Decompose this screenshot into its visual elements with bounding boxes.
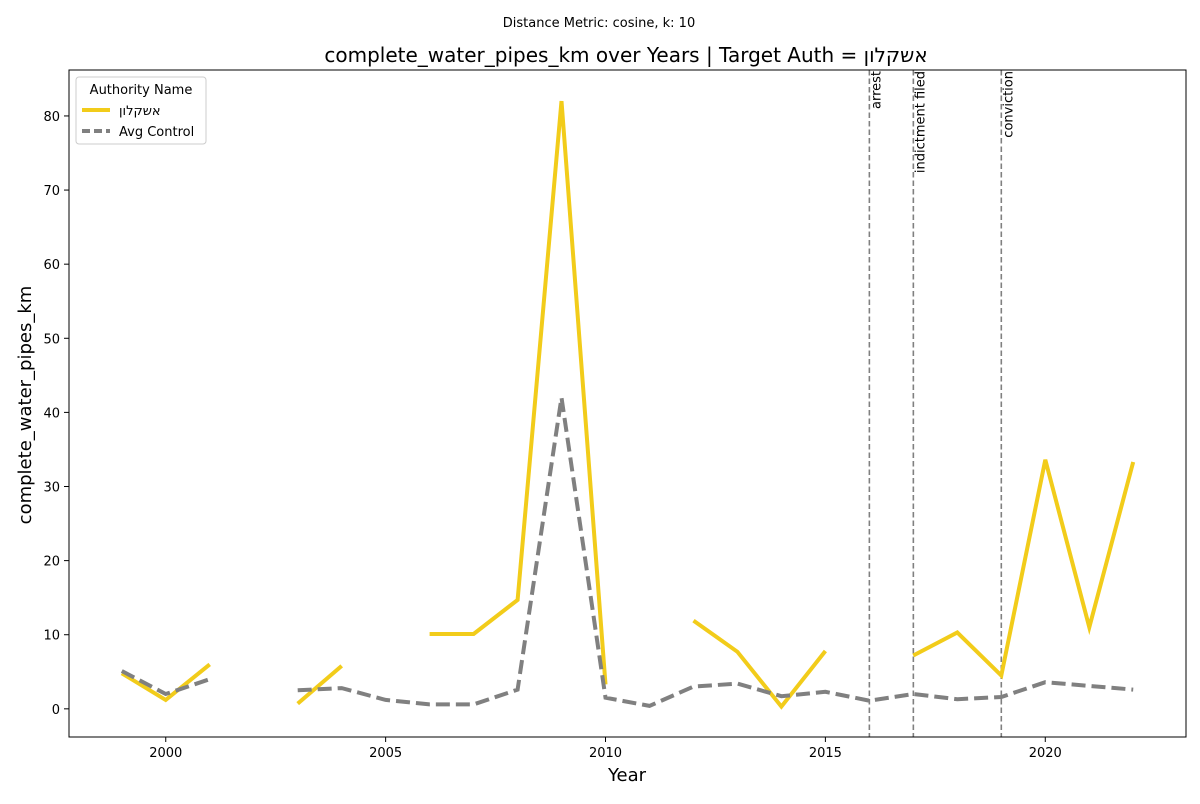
series-1-line-segment-0 [120,669,211,697]
y-tick-label-6: 60 [43,258,60,273]
legend-entry-0: אשקלון [119,104,161,119]
y-tick-label-1: 10 [43,629,60,644]
x-tick-label-4: 2020 [1029,746,1062,761]
chart-suptitle: Distance Metric: cosine, k: 10 [503,16,695,31]
series-0-line-segment-0 [120,662,211,703]
plot-frame [68,69,1187,738]
y-tick-label-8: 80 [43,110,60,125]
y-tick-label-0: 0 [52,703,60,718]
legend-frame [75,76,207,145]
x-tick-label-0: 2000 [149,746,182,761]
series-0-line-segment-3 [692,618,827,710]
series-0-line-segment-4 [912,459,1136,680]
y-tick-label-7: 70 [43,184,60,199]
x-tick-label-2: 2010 [589,746,622,761]
event-label-1: indictment filed [913,71,928,173]
legend-title: Authority Name [90,83,193,98]
y-tick-label-3: 30 [43,481,60,496]
series-1-line-segment-1 [297,397,1134,708]
x-tick-label-1: 2005 [369,746,402,761]
y-tick-label-4: 40 [43,406,60,421]
chart-title: complete_water_pipes_km over Years | Tar… [324,43,927,67]
x-tick-label-3: 2015 [809,746,842,761]
legend: Authority Name אשקלון Avg Control [75,76,207,145]
y-tick-label-2: 20 [43,555,60,570]
series-0-line-segment-2 [429,100,608,685]
x-axis-label: Year [607,765,647,786]
event-label-0: arrest [869,71,884,109]
y-axis-label: complete_water_pipes_km [15,286,36,525]
legend-entry-1: Avg Control [119,125,194,140]
event-label-2: conviction [1001,71,1016,138]
y-tick-label-5: 50 [43,332,60,347]
series-0-line-segment-1 [296,664,344,706]
